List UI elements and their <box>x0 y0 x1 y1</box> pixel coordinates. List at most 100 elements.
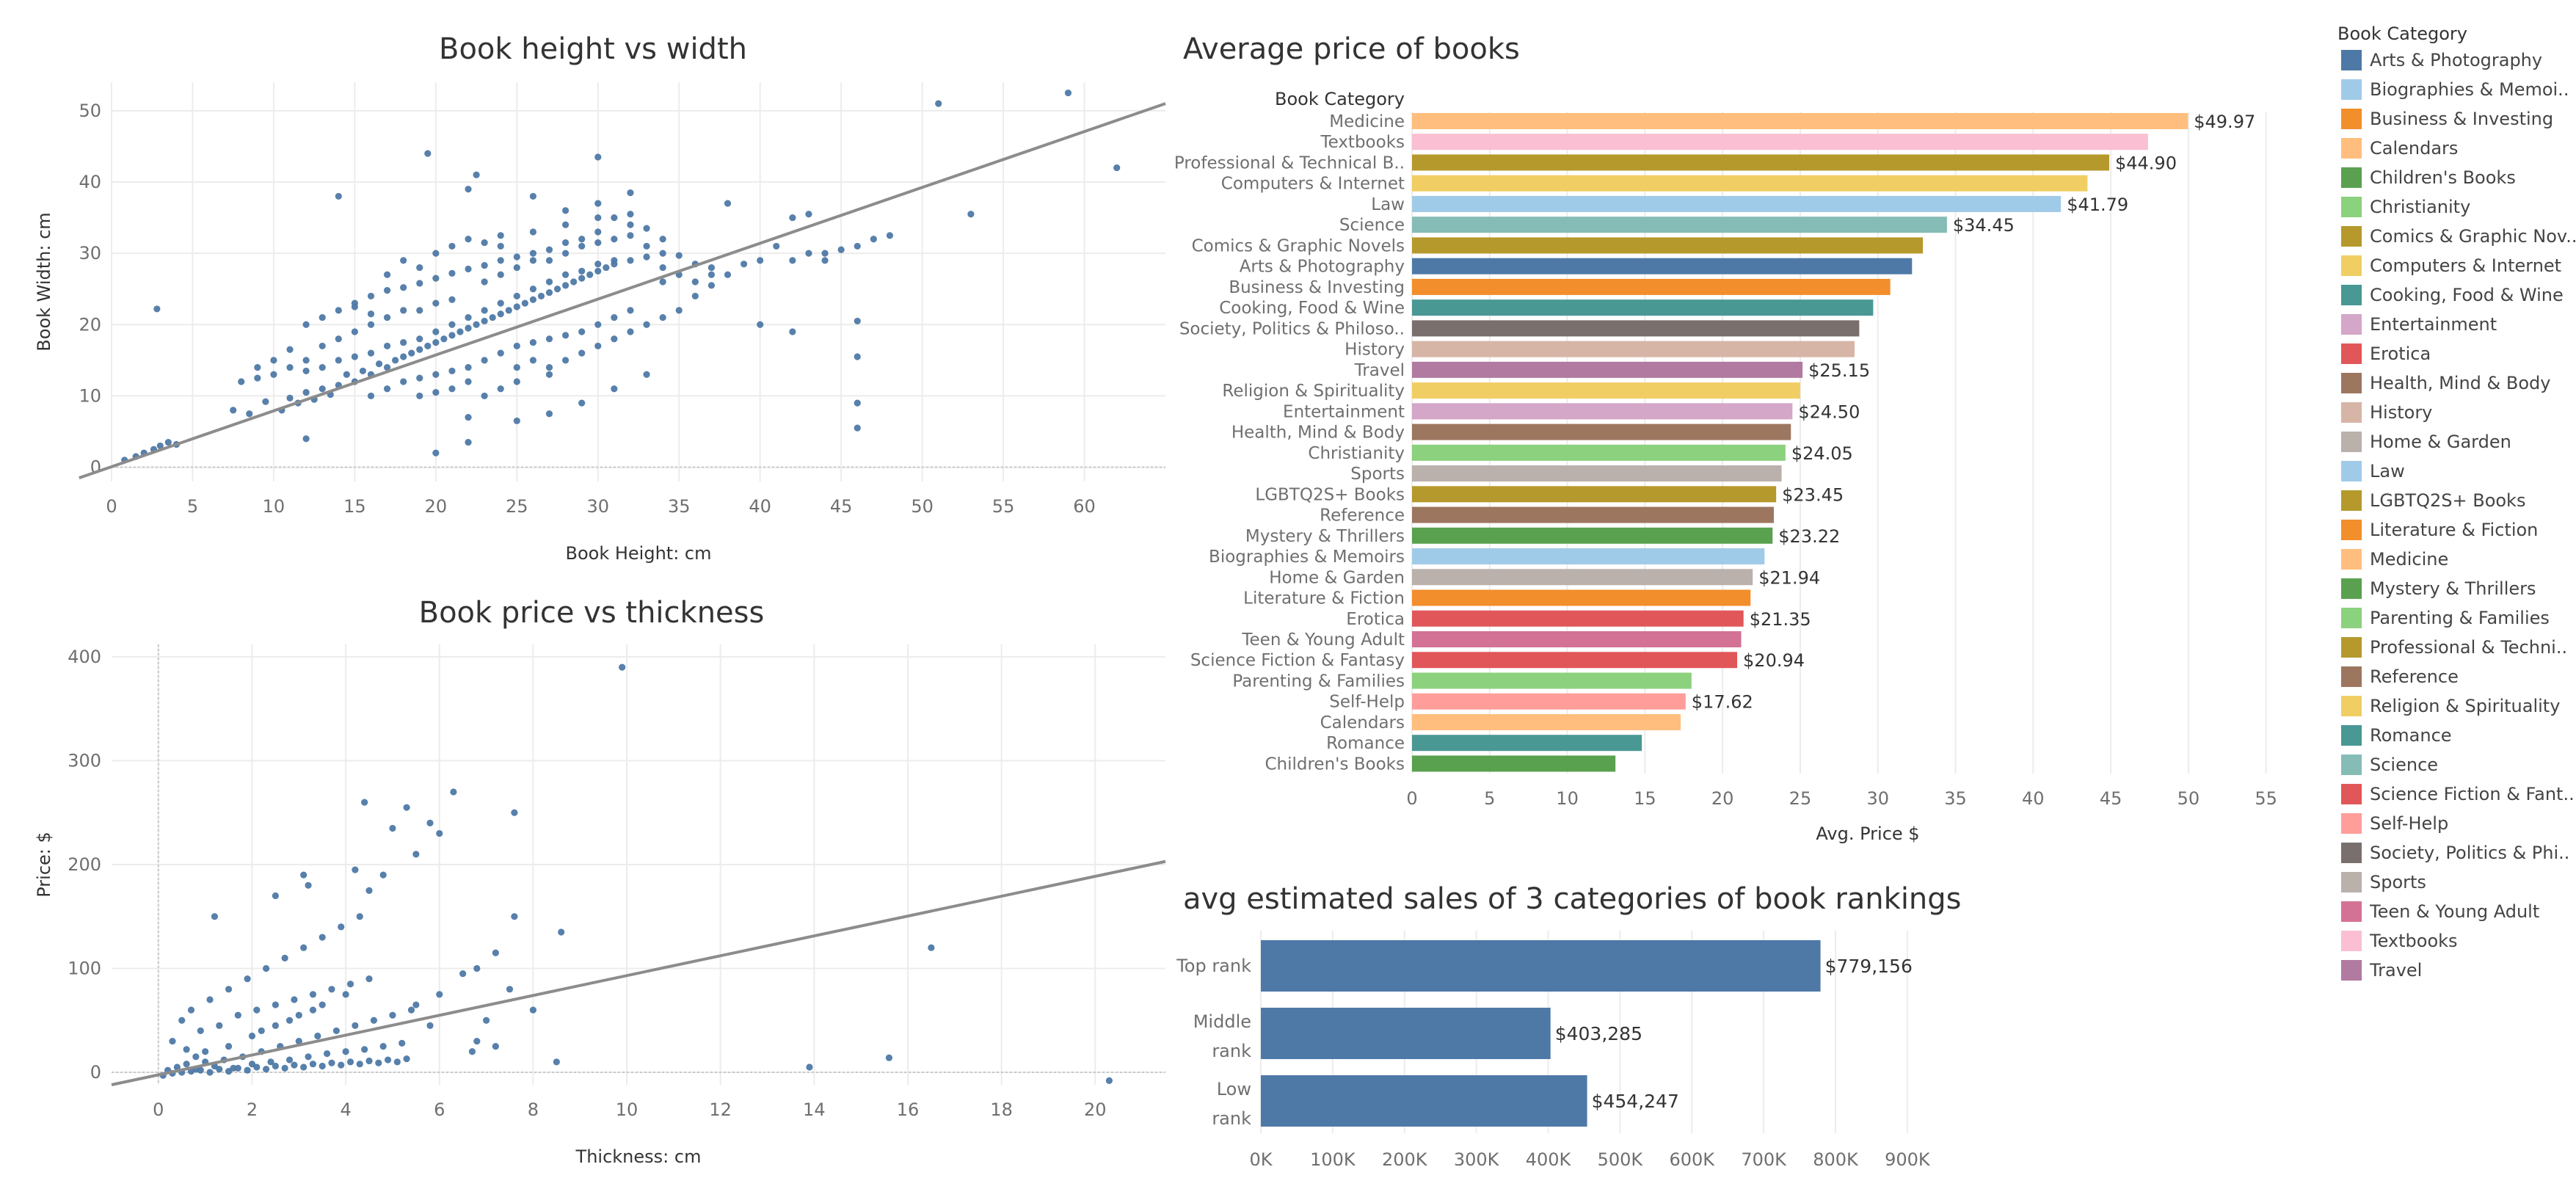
price-bar[interactable] <box>1412 299 1874 316</box>
price-bar[interactable] <box>1412 382 1800 399</box>
price-bar[interactable] <box>1412 341 1855 357</box>
legend-item-label[interactable]: Erotica <box>2370 343 2431 364</box>
price-bar[interactable] <box>1412 113 2188 129</box>
legend-item-label[interactable]: Parenting & Families <box>2370 608 2550 628</box>
price-bar[interactable] <box>1412 713 1681 730</box>
legend-item-label[interactable]: Cooking, Food & Wine <box>2370 285 2564 305</box>
price-bar[interactable] <box>1412 195 2062 212</box>
price-bar[interactable] <box>1412 154 2109 171</box>
price-thickness-scatter[interactable]: Book price vs thickness 0 2 4 6 8 10 12 14 16 18 20… <box>34 596 1166 1167</box>
price-bar[interactable] <box>1412 486 1777 503</box>
legend-swatch[interactable] <box>2341 343 2362 364</box>
legend-swatch[interactable] <box>2341 520 2362 540</box>
legend-item-label[interactable]: Mystery & Thrillers <box>2370 578 2536 599</box>
legend-item-label[interactable]: Religion & Spirituality <box>2370 696 2560 716</box>
legend-swatch[interactable] <box>2341 138 2362 159</box>
legend-swatch[interactable] <box>2341 50 2362 70</box>
price-bar[interactable] <box>1412 237 1924 254</box>
legend-swatch[interactable] <box>2341 197 2362 217</box>
legend-swatch[interactable] <box>2341 725 2362 746</box>
legend-swatch[interactable] <box>2341 373 2362 393</box>
price-bar[interactable] <box>1412 134 2148 150</box>
legend-swatch[interactable] <box>2341 255 2362 276</box>
legend-item-label[interactable]: LGBTQ2S+ Books <box>2370 490 2525 511</box>
legend-item-label[interactable]: Business & Investing <box>2370 109 2553 129</box>
sales-bar[interactable] <box>1261 1075 1587 1127</box>
price-bar[interactable] <box>1412 548 1765 565</box>
price-bar[interactable] <box>1412 527 1773 544</box>
legend-item-label[interactable]: Law <box>2370 461 2405 481</box>
avg-sales-bar-chart[interactable]: avg estimated sales of 3 categories of b… <box>1176 882 1961 1170</box>
height-width-scatter[interactable]: Book height vs width 0 5 10 15 20 25 30 35 40 45 50… <box>34 32 1166 564</box>
legend-swatch[interactable] <box>2341 696 2362 716</box>
legend-swatch[interactable] <box>2341 784 2362 804</box>
legend-swatch[interactable] <box>2341 843 2362 863</box>
legend-item-label[interactable]: Arts & Photography <box>2370 50 2542 70</box>
price-bar[interactable] <box>1412 320 1860 337</box>
legend-swatch[interactable] <box>2341 755 2362 775</box>
legend-swatch[interactable] <box>2341 167 2362 188</box>
legend-swatch[interactable] <box>2341 813 2362 834</box>
legend-item-label[interactable]: Romance <box>2370 725 2452 746</box>
legend-item-label[interactable]: Computers & Internet <box>2370 255 2561 276</box>
price-bar[interactable] <box>1412 444 1786 461</box>
legend-swatch[interactable] <box>2341 109 2362 129</box>
legend-swatch[interactable] <box>2341 490 2362 511</box>
legend-item-label[interactable]: Reference <box>2370 666 2459 687</box>
legend-item-label[interactable]: Home & Garden <box>2370 432 2511 452</box>
legend-swatch[interactable] <box>2341 901 2362 922</box>
legend-item-label[interactable]: Travel <box>2369 960 2422 981</box>
price-bar[interactable] <box>1412 610 1744 627</box>
legend-item-label[interactable]: Teen & Young Adult <box>2369 901 2539 922</box>
legend-swatch[interactable] <box>2341 79 2362 100</box>
legend-swatch[interactable] <box>2341 637 2362 658</box>
price-bar[interactable] <box>1412 631 1742 647</box>
price-bar[interactable] <box>1412 465 1782 482</box>
legend-item-label[interactable]: History <box>2370 402 2432 423</box>
legend-item-label[interactable]: Comics & Graphic Nov.. <box>2370 226 2576 247</box>
price-bar[interactable] <box>1412 569 1753 586</box>
legend-item-label[interactable]: Science Fiction & Fant.. <box>2370 784 2575 804</box>
legend-swatch[interactable] <box>2341 960 2362 981</box>
legend-item-label[interactable]: Self-Help <box>2370 813 2448 834</box>
legend-swatch[interactable] <box>2341 402 2362 423</box>
legend-item-label[interactable]: Health, Mind & Body <box>2370 373 2550 393</box>
legend-item-label[interactable]: Professional & Techni.. <box>2370 637 2567 658</box>
category-legend[interactable]: Book Category Arts & Photography Biographi… <box>2337 23 2576 981</box>
legend-item-label[interactable]: Entertainment <box>2370 314 2497 335</box>
price-bar[interactable] <box>1412 652 1738 669</box>
legend-swatch[interactable] <box>2341 314 2362 335</box>
legend-item-label[interactable]: Medicine <box>2370 549 2448 570</box>
legend-swatch[interactable] <box>2341 666 2362 687</box>
avg-price-bar-chart[interactable]: Average price of books Book Category 0 5 10 1… <box>1174 32 2277 844</box>
legend-item-label[interactable]: Sports <box>2370 872 2426 892</box>
legend-item-label[interactable]: Calendars <box>2370 138 2458 159</box>
price-bar[interactable] <box>1412 258 1913 274</box>
legend-swatch[interactable] <box>2341 549 2362 570</box>
legend-item-label[interactable]: Society, Politics & Phi.. <box>2370 843 2569 863</box>
legend-swatch[interactable] <box>2341 461 2362 481</box>
legend-item-label[interactable]: Biographies & Memoi.. <box>2370 79 2569 100</box>
price-bar[interactable] <box>1412 672 1692 689</box>
sales-bar[interactable] <box>1261 1008 1551 1059</box>
legend-item-label[interactable]: Textbooks <box>2369 931 2458 951</box>
legend-swatch[interactable] <box>2341 931 2362 951</box>
legend-swatch[interactable] <box>2341 872 2362 892</box>
price-bar[interactable] <box>1412 423 1791 440</box>
legend-swatch[interactable] <box>2341 432 2362 452</box>
price-bar[interactable] <box>1412 175 2088 192</box>
price-bar[interactable] <box>1412 693 1686 710</box>
price-bar[interactable] <box>1412 403 1793 420</box>
price-bar[interactable] <box>1412 361 1803 378</box>
legend-swatch[interactable] <box>2341 578 2362 599</box>
legend-swatch[interactable] <box>2341 608 2362 628</box>
price-bar[interactable] <box>1412 506 1774 523</box>
sales-bar[interactable] <box>1261 940 1821 992</box>
price-bar[interactable] <box>1412 755 1616 772</box>
price-bar[interactable] <box>1412 278 1891 295</box>
legend-item-label[interactable]: Literature & Fiction <box>2370 520 2538 540</box>
legend-swatch[interactable] <box>2341 285 2362 305</box>
price-bar[interactable] <box>1412 217 1947 233</box>
price-bar[interactable] <box>1412 589 1751 606</box>
legend-item-label[interactable]: Science <box>2370 755 2438 775</box>
